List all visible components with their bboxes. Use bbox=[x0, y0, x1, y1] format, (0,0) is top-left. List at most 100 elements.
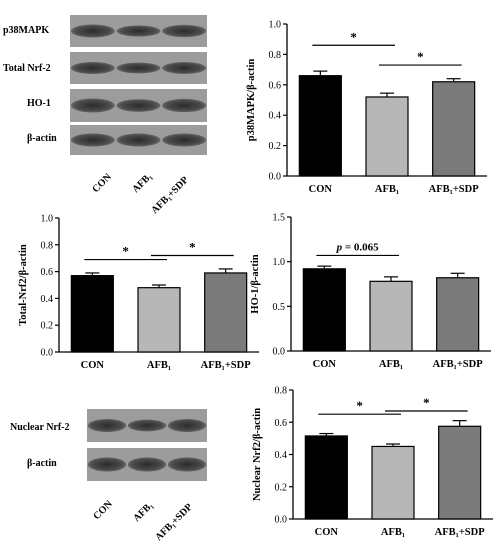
lane-label-afb1-sdp-top: AFB₁+SDP bbox=[149, 175, 190, 216]
chart-nuclear-ytick-label: 0.4 bbox=[275, 450, 288, 461]
blot-strip-beta-actin-top-band bbox=[162, 133, 207, 147]
chart-p38-category-label: CON bbox=[309, 184, 333, 195]
blot-strip-p38-band bbox=[162, 24, 207, 38]
chart-nuclear-ytick-label: 0.0 bbox=[275, 515, 288, 526]
chart-p38-category-label: AFB₁+SDP bbox=[429, 184, 480, 195]
chart-ho1-category-label: AFB₁ bbox=[379, 359, 403, 370]
chart-nrf2-ytick-label: 0.2 bbox=[41, 321, 54, 332]
blot-label-total-nrf2: Total Nrf-2 bbox=[3, 63, 51, 74]
lane-label-afb1-top: AFB₁ bbox=[130, 171, 154, 195]
chart-nrf2: 0.0 0.2 0.4 0.6 0.8 1.0 Total-Nrf2/β-actin CON A… bbox=[18, 214, 259, 371]
blot-strip-beta-actin-bottom-band bbox=[87, 457, 127, 472]
blot-label-ho1: HO-1 bbox=[27, 98, 51, 109]
chart-ho1-category-label: AFB₁+SDP bbox=[433, 359, 484, 370]
chart-nrf2-ytick-label: 0.0 bbox=[41, 348, 54, 359]
blot-strip-beta-actin-top bbox=[70, 125, 207, 155]
blot-strip-beta-actin-bottom-band bbox=[127, 457, 167, 472]
chart-nrf2-sig-label: * bbox=[189, 240, 196, 255]
chart-nuclear-bar bbox=[304, 435, 348, 520]
chart-nrf2-category-label: AFB₁+SDP bbox=[201, 360, 252, 371]
blot-strip-p38-band bbox=[116, 25, 161, 37]
blot-strip-nuclear-nrf2-band bbox=[167, 419, 207, 432]
chart-p38-bar bbox=[298, 75, 342, 177]
chart-p38-sig-label: * bbox=[350, 29, 357, 44]
chart-nrf2-bar bbox=[70, 275, 114, 353]
chart-nuclear-category-label: AFB₁+SDP bbox=[435, 527, 486, 538]
chart-ho1-bar bbox=[436, 277, 480, 352]
chart-nrf2-ylabel: Total-Nrf2/β-actin bbox=[18, 244, 29, 326]
chart-nuclear-ylabel: Nuclear Nrf2/β-actin bbox=[252, 408, 263, 501]
blot-strip-nuclear-nrf2-band bbox=[127, 419, 167, 432]
chart-p38: 0.0 0.2 0.4 0.6 0.8 1.0 p38MAPK/β-actin CON AFB₁… bbox=[246, 20, 487, 195]
blot-strip-ho1-band bbox=[70, 98, 115, 113]
chart-ho1-ytick-label: 1.5 bbox=[273, 213, 286, 224]
blot-strip-total-nrf2 bbox=[70, 52, 207, 84]
blot-strip-beta-actin-bottom bbox=[87, 448, 207, 481]
blot-strip-nuclear-nrf2-band bbox=[87, 419, 127, 432]
chart-p38-ytick-label: 0.0 bbox=[269, 172, 282, 183]
chart-ho1-bar bbox=[302, 268, 346, 352]
blot-strip-total-nrf2-band bbox=[162, 62, 207, 74]
blot-strip-beta-actin-top-band bbox=[116, 133, 161, 147]
blot-strip-p38 bbox=[70, 15, 207, 47]
blot-strip-nuclear-nrf2 bbox=[87, 409, 207, 442]
blot-label-beta-actin-bottom: β-actin bbox=[27, 458, 57, 469]
chart-nrf2-ytick-label: 0.6 bbox=[41, 267, 54, 278]
chart-p38-ytick-label: 0.4 bbox=[269, 111, 282, 122]
lane-label-con-bottom: CON bbox=[91, 498, 115, 522]
chart-p38-ytick-label: 0.8 bbox=[269, 50, 282, 61]
chart-ho1-ytick-label: 0.0 bbox=[273, 347, 286, 358]
chart-nuclear-ytick-label: 0.2 bbox=[275, 482, 288, 493]
blot-strip-total-nrf2-band bbox=[70, 62, 115, 74]
chart-p38-ytick-label: 0.2 bbox=[269, 141, 282, 152]
blot-strip-p38-band bbox=[70, 24, 115, 38]
blot-strip-ho1 bbox=[70, 89, 207, 122]
lane-label-afb1-bottom: AFB₁ bbox=[131, 500, 155, 524]
chart-nuclear-sig-label: * bbox=[423, 395, 430, 410]
chart-nrf2-ytick-label: 1.0 bbox=[41, 214, 54, 225]
bar-charts: 0.0 0.2 0.4 0.6 0.8 1.0 p38MAPK/β-actin CON AFB₁… bbox=[18, 20, 493, 538]
chart-nuclear-sig-label: * bbox=[356, 398, 363, 413]
chart-nuclear-category-label: CON bbox=[315, 527, 339, 538]
chart-p38-sig-label: * bbox=[417, 49, 424, 64]
chart-ho1-ylabel: HO-1/β-actin bbox=[250, 254, 261, 313]
sig-label-value: = 0.065 bbox=[342, 241, 379, 253]
chart-ho1-ytick-label: 0.5 bbox=[273, 302, 286, 313]
blot-label-beta-actin-top: β-actin bbox=[27, 133, 57, 144]
chart-p38-ylabel: p38MAPK/β-actin bbox=[246, 59, 257, 142]
blot-strips-bottom bbox=[87, 409, 207, 481]
chart-p38-bar bbox=[432, 81, 476, 177]
chart-p38-bar bbox=[365, 96, 409, 177]
chart-p38-category-label: AFB₁ bbox=[375, 184, 399, 195]
blot-strips-top bbox=[70, 15, 207, 155]
blot-strip-ho1-band bbox=[162, 98, 207, 113]
blot-strip-beta-actin-top-band bbox=[70, 133, 115, 147]
chart-nuclear-category-label: AFB₁ bbox=[381, 527, 405, 538]
blot-label-p38: p38MAPK bbox=[3, 25, 49, 36]
chart-nuclear-bar bbox=[371, 445, 415, 520]
chart-nrf2-ytick-label: 0.8 bbox=[41, 240, 54, 251]
chart-nrf2-category-label: AFB₁ bbox=[147, 360, 171, 371]
blot-strip-total-nrf2-band bbox=[116, 62, 161, 74]
lane-label-afb1-sdp-bottom: AFB₁+SDP bbox=[153, 502, 194, 543]
chart-p38-ytick-label: 1.0 bbox=[269, 20, 282, 31]
lane-label-con-top: CON bbox=[90, 171, 114, 195]
chart-ho1-category-label: CON bbox=[313, 359, 337, 370]
chart-nuclear-bar bbox=[438, 425, 482, 520]
chart-p38-ytick-label: 0.6 bbox=[269, 80, 282, 91]
chart-nrf2-ytick-label: 0.4 bbox=[41, 294, 54, 305]
chart-ho1-ytick-label: 1.0 bbox=[273, 257, 286, 268]
chart-nrf2-bar bbox=[204, 272, 248, 353]
chart-nuclear-ytick-label: 0.8 bbox=[275, 386, 288, 397]
chart-nuclear-ytick-label: 0.6 bbox=[275, 418, 288, 429]
chart-ho1: 0.0 0.5 1.0 1.5 HO-1/β-actin CON AFB₁ AFB₁+SDP p… bbox=[250, 213, 491, 370]
chart-nrf2-category-label: CON bbox=[81, 360, 105, 371]
chart-nuclear: 0.0 0.2 0.4 0.6 0.8 Nuclear Nrf2/β-actin CON AF… bbox=[252, 386, 493, 538]
chart-nrf2-bar bbox=[137, 287, 181, 353]
chart-ho1-sig-label: p = 0.065 bbox=[336, 241, 380, 253]
blot-panel-top: p38MAPK Total Nrf-2 HO-1 β-actin CON AFB… bbox=[3, 15, 207, 216]
blot-panel-bottom: Nuclear Nrf-2 β-actin CON AFB₁ AFB₁+SDP bbox=[10, 409, 207, 543]
chart-nrf2-sig-label: * bbox=[122, 244, 129, 259]
